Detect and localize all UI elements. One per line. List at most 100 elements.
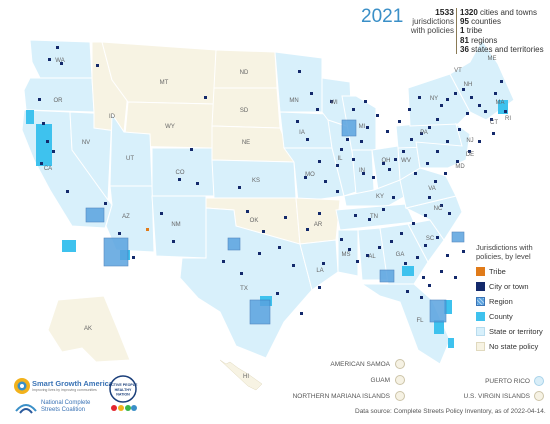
- city-marker: [204, 96, 207, 99]
- state-label-ok: OK: [250, 218, 259, 224]
- city-marker: [470, 96, 473, 99]
- breakdown-row: 1320 cities and towns: [460, 8, 537, 17]
- city-marker: [56, 46, 59, 49]
- city-marker: [428, 196, 431, 199]
- city-marker: [362, 172, 365, 175]
- city-marker: [330, 100, 333, 103]
- city-marker: [478, 104, 481, 107]
- data-source-note: Data source: Complete Streets Policy Inv…: [355, 408, 546, 415]
- breakdown-row: 36 states and territories: [460, 44, 544, 54]
- breakdown-row: 81 regions: [460, 35, 498, 45]
- city-marker: [418, 96, 421, 99]
- city-marker: [494, 92, 497, 95]
- city-marker: [428, 126, 431, 129]
- city-marker: [444, 172, 447, 175]
- apa-logo: ACTIVE PEOPLE HEALTHY NATION: [109, 375, 138, 411]
- state-nd: [213, 49, 278, 89]
- state-label-ne: NE: [242, 140, 250, 146]
- total-label-line-2: with policies: [410, 26, 454, 35]
- total-jurisdictions: 1533 jurisdictions with policies: [404, 8, 454, 36]
- state-label-wv: WV: [401, 158, 411, 164]
- state-label-nd: ND: [240, 70, 249, 76]
- legend-swatch: [476, 341, 485, 351]
- city-marker: [440, 204, 443, 207]
- state-label-nj: NJ: [466, 138, 473, 144]
- city-marker: [402, 150, 405, 153]
- city-marker: [262, 230, 265, 233]
- territory-label-american-samoa: AMERICAN SAMOA: [330, 361, 390, 368]
- region-shape: [249, 299, 271, 325]
- city-marker: [454, 276, 457, 279]
- city-marker: [172, 240, 175, 243]
- city-marker: [352, 108, 355, 111]
- city-marker: [348, 248, 351, 251]
- city-marker: [132, 256, 135, 259]
- header-divider: [456, 8, 457, 54]
- state-label-tx: TX: [240, 286, 248, 292]
- city-marker: [386, 130, 389, 133]
- city-marker: [360, 140, 363, 143]
- county-shape: [434, 320, 444, 334]
- state-label-ut: UT: [126, 156, 134, 162]
- city-marker: [118, 232, 121, 235]
- city-marker: [454, 92, 457, 95]
- city-marker: [96, 64, 99, 67]
- city-marker: [406, 290, 409, 293]
- state-ia: [279, 111, 333, 149]
- city-marker: [196, 182, 199, 185]
- city-marker: [246, 210, 249, 213]
- city-marker: [222, 260, 225, 263]
- state-label-al: AL: [368, 254, 376, 260]
- breakdown-row: 1 tribe: [460, 26, 483, 36]
- legend-item-county: County: [476, 311, 513, 321]
- state-label-ia: IA: [299, 130, 305, 136]
- total-label-line-1: jurisdictions: [412, 17, 454, 26]
- state-label-tn: TN: [370, 214, 378, 220]
- legend-swatch: [476, 266, 485, 276]
- svg-text:NATION: NATION: [116, 393, 130, 397]
- state-label-id: ID: [109, 114, 116, 120]
- state-label-in: IN: [359, 168, 365, 174]
- sga-tagline: Improving lives by improving communities: [32, 388, 97, 392]
- ncsc-logo-text: National Complete Streets Coalition: [41, 400, 91, 413]
- region-shape: [341, 119, 357, 137]
- city-marker: [300, 312, 303, 315]
- state-mi: [341, 95, 377, 153]
- city-marker: [462, 88, 465, 91]
- territory-label-us-virgin-islands: U.S. VIRGIN ISLANDS: [463, 393, 530, 400]
- city-marker: [382, 208, 385, 211]
- city-marker: [392, 196, 395, 199]
- state-or: [23, 77, 95, 113]
- state-labels-layer: WA OR ID MT ND MN WI MI SD WY NV CA UT CO NE IA IL IN OH PA…: [44, 56, 512, 380]
- city-marker: [412, 222, 415, 225]
- region-shape: [379, 269, 395, 283]
- city-marker: [60, 62, 63, 65]
- city-marker: [426, 162, 429, 165]
- state-label-wi: WI: [330, 100, 338, 106]
- state-ak: [47, 295, 131, 363]
- city-marker: [46, 140, 49, 143]
- tribe-marker: [146, 228, 149, 231]
- city-marker: [436, 236, 439, 239]
- state-label-ga: GA: [396, 252, 405, 258]
- city-marker: [306, 228, 309, 231]
- city-marker: [340, 238, 343, 241]
- city-marker: [492, 132, 495, 135]
- legend-item-tribe: Tribe: [476, 266, 506, 276]
- city-marker: [398, 120, 401, 123]
- city-marker: [372, 176, 375, 179]
- state-label-de: DE: [466, 152, 474, 158]
- state-label-mo: MO: [305, 172, 315, 178]
- states-layer: [21, 39, 515, 391]
- state-ms: [337, 229, 359, 277]
- city-marker: [458, 128, 461, 131]
- legend-item-no-policy: No state policy: [476, 341, 538, 351]
- city-marker: [376, 114, 379, 117]
- city-marker: [490, 118, 493, 121]
- city-marker: [390, 240, 393, 243]
- state-label-ak: AK: [84, 326, 92, 332]
- legend-swatch: [476, 281, 485, 291]
- svg-text:ACTIVE PEOPLE: ACTIVE PEOPLE: [109, 383, 138, 387]
- city-marker: [310, 92, 313, 95]
- city-marker: [38, 98, 41, 101]
